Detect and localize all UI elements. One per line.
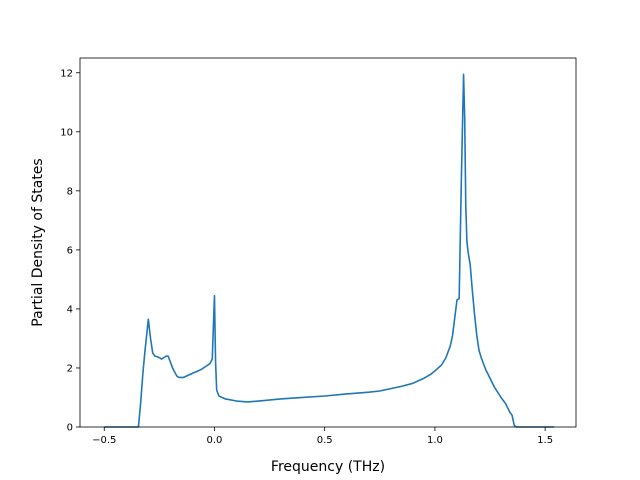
series-line-0 [104,73,554,428]
x-tick-label: −0.5 [92,435,116,446]
y-axis-label: Partial Density of States [30,158,46,326]
y-tick-label: 2 [67,364,73,375]
y-tick-label: 6 [67,245,73,256]
series-layer [104,73,554,428]
x-tick-label: 0.0 [207,435,223,446]
plot-area [80,58,576,427]
plot-background [80,58,576,427]
plot-frame [79,57,577,428]
y-tick-label: 8 [67,186,73,197]
x-tick-label: 1.5 [537,435,553,446]
x-axis: −0.5 0.0 0.5 1.0 1.5 [92,427,553,446]
y-tick-label: 12 [60,68,73,79]
x-tick-label: 0.5 [317,435,333,446]
y-axis: 0 2 4 6 8 10 12 [60,68,80,434]
x-tick-label: 1.0 [427,435,443,446]
y-tick-label: 10 [60,127,73,138]
y-tick-label: 0 [67,423,73,434]
y-tick-label: 4 [67,305,73,316]
x-axis-label: Frequency (THz) [271,459,385,475]
